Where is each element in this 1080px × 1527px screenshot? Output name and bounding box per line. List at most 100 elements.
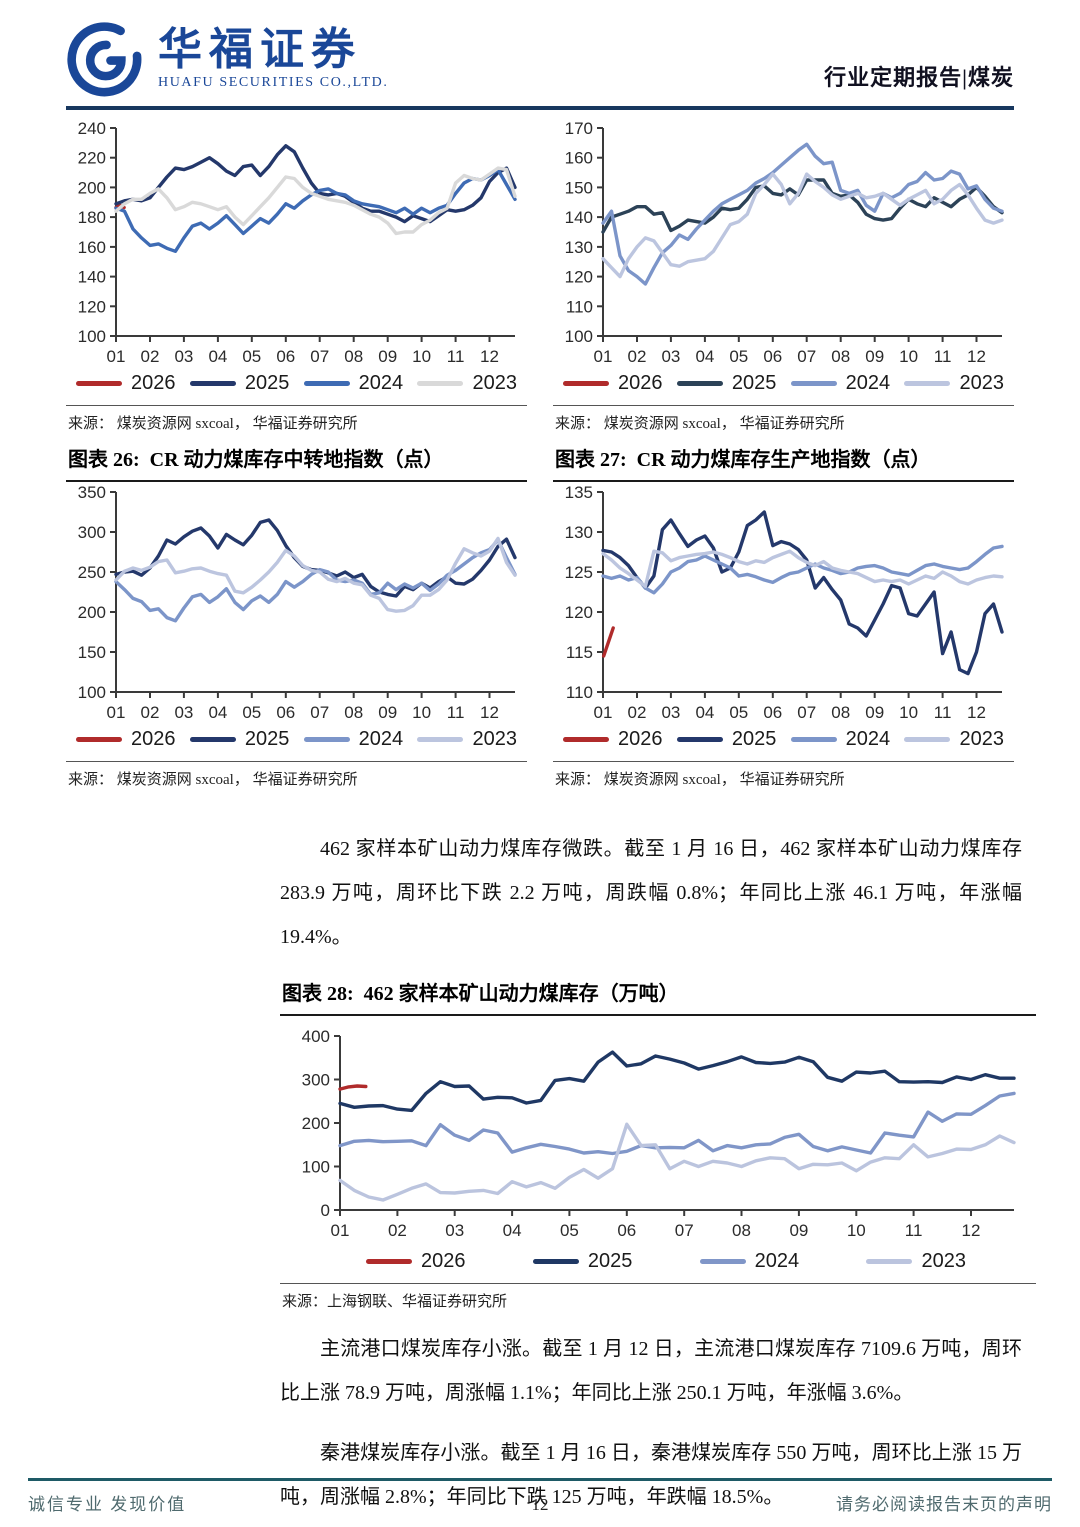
- legend-label: 2024: [358, 372, 404, 394]
- legend-item-2025: 2025: [189, 372, 289, 395]
- report-type-tag: 行业定期报告|煤炭: [824, 65, 1014, 90]
- svg-text:160: 160: [78, 238, 106, 257]
- svg-text:02: 02: [628, 703, 647, 722]
- legend-swatch: [76, 381, 122, 386]
- legend-item-2023: 2023: [417, 728, 517, 751]
- svg-text:05: 05: [729, 703, 748, 722]
- svg-text:04: 04: [208, 703, 227, 722]
- legend-label: 2026: [618, 728, 663, 750]
- svg-text:09: 09: [865, 703, 884, 722]
- page-number: 12: [531, 1495, 549, 1514]
- legend-label: 2023: [959, 372, 1004, 394]
- svg-text:04: 04: [695, 347, 714, 366]
- svg-text:10: 10: [412, 703, 431, 722]
- svg-text:01: 01: [107, 347, 126, 366]
- svg-text:200: 200: [78, 178, 106, 197]
- legend-swatch: [676, 737, 723, 742]
- legend-swatch: [699, 1259, 746, 1264]
- svg-text:02: 02: [388, 1221, 407, 1240]
- svg-text:06: 06: [763, 703, 782, 722]
- svg-text:03: 03: [445, 1221, 464, 1240]
- svg-text:12: 12: [967, 347, 986, 366]
- legend-swatch: [76, 737, 122, 742]
- svg-text:250: 250: [78, 563, 106, 582]
- svg-text:04: 04: [503, 1221, 522, 1240]
- svg-text:06: 06: [617, 1221, 636, 1240]
- svg-text:350: 350: [78, 483, 106, 502]
- legend-label: 2026: [421, 1250, 466, 1272]
- svg-text:11: 11: [447, 347, 465, 366]
- svg-text:09: 09: [865, 347, 884, 366]
- svg-text:03: 03: [661, 703, 680, 722]
- legend-item-2026: 2026: [76, 728, 176, 751]
- svg-text:07: 07: [797, 347, 816, 366]
- legend-swatch: [790, 381, 837, 386]
- legend-label: 2023: [959, 728, 1004, 750]
- paragraph-qinport-inventory: 秦港煤炭库存小涨。截至 1 月 16 日，秦港煤炭库存 550 万吨，周环比上涨…: [280, 1442, 1022, 1508]
- figure-production-index-weekly: 100 110 120 130 140 150 160 170 01 02 03 04 05 06 07 08…: [553, 118, 1014, 433]
- figure-26: 图表 26: CR 动力煤库存中转地指数（点） 100 150 200 250 300 35…: [66, 441, 527, 789]
- svg-text:05: 05: [729, 347, 748, 366]
- svg-text:10: 10: [412, 347, 431, 366]
- svg-text:12: 12: [480, 347, 499, 366]
- legend-swatch: [189, 381, 236, 386]
- chart-legend: 2026 2025 2024 2023: [66, 728, 527, 751]
- svg-text:150: 150: [565, 178, 593, 197]
- figure-label: 图表 27:: [555, 449, 627, 471]
- paragraph-mine-inventory: 462 家样本矿山动力煤库存微跌。截至 1 月 16 日，462 家样本矿山动力…: [280, 838, 1022, 948]
- legend-label: 2025: [244, 728, 290, 750]
- svg-text:140: 140: [565, 208, 593, 227]
- svg-text:180: 180: [78, 208, 106, 227]
- figure-28-title: 图表 28: 462 家样本矿山动力煤库存（万吨）: [280, 975, 1036, 1016]
- svg-text:07: 07: [675, 1221, 694, 1240]
- chart-legend: 2026 2025 2024 2023: [280, 1250, 1036, 1273]
- svg-text:0: 0: [321, 1201, 330, 1220]
- chart-legend: 2026 2025 2024 2023: [553, 728, 1014, 751]
- legend-swatch: [532, 1259, 579, 1264]
- chart-legend: 2026 2025 2024 2023: [553, 372, 1014, 395]
- legend-item-2025: 2025: [189, 728, 290, 751]
- legend-item-2024: 2024: [790, 728, 890, 751]
- svg-text:130: 130: [565, 238, 593, 257]
- figure-title-text: CR 动力煤库存中转地指数（点）: [149, 449, 444, 471]
- svg-text:400: 400: [302, 1027, 330, 1046]
- svg-text:07: 07: [797, 703, 816, 722]
- svg-text:08: 08: [344, 703, 363, 722]
- legend-swatch: [904, 737, 951, 742]
- line-chart-canvas: 110 115 120 125 130 135 01 02 03 04 05 06 07 08 09 10 11…: [553, 482, 1014, 724]
- svg-text:06: 06: [276, 347, 295, 366]
- svg-text:05: 05: [242, 347, 261, 366]
- legend-label: 2024: [754, 1250, 800, 1272]
- svg-text:130: 130: [565, 523, 593, 542]
- legend-item-2026: 2026: [366, 1250, 466, 1273]
- figure-title-text: 462 家样本矿山动力煤库存（万吨）: [363, 983, 679, 1005]
- figure-transit-index-weekly: 100 120 140 160 180 200 220 240 01 02 03 04 05 06 07 08…: [66, 118, 527, 433]
- figure-label: 图表 26:: [68, 449, 140, 471]
- svg-text:01: 01: [107, 703, 126, 722]
- svg-text:02: 02: [628, 347, 647, 366]
- svg-text:150: 150: [78, 643, 106, 662]
- legend-label: 2025: [731, 728, 777, 750]
- svg-text:09: 09: [378, 347, 397, 366]
- source-note: 来源： 煤炭资源网 sxcoal， 华福证券研究所: [68, 772, 358, 788]
- company-logo: 华福证券 HUAFU SECURITIES CO.,LTD.: [66, 20, 388, 98]
- figure-28: 图表 28: 462 家样本矿山动力煤库存（万吨） 0 100 200 300 400 01…: [280, 975, 1036, 1311]
- svg-text:240: 240: [78, 119, 106, 138]
- legend-swatch: [866, 1259, 913, 1264]
- legend-label: 2023: [472, 728, 517, 750]
- svg-text:08: 08: [732, 1221, 751, 1240]
- chart-legend: 2026 2025 2024 2023: [66, 372, 527, 395]
- page-header: 华福证券 HUAFU SECURITIES CO.,LTD. 行业定期报告|煤炭: [0, 0, 1080, 110]
- svg-text:08: 08: [831, 703, 850, 722]
- legend-label: 2026: [131, 372, 176, 394]
- svg-text:11: 11: [447, 703, 465, 722]
- figure-label: 图表 28:: [282, 983, 354, 1005]
- svg-text:04: 04: [695, 703, 714, 722]
- svg-text:07: 07: [310, 347, 329, 366]
- legend-item-2024: 2024: [303, 372, 404, 395]
- footer-slogan: 诚信专业 发现价值: [28, 1495, 187, 1514]
- legend-item-2023: 2023: [417, 372, 517, 395]
- svg-text:300: 300: [78, 523, 106, 542]
- legend-item-2024: 2024: [699, 1250, 800, 1273]
